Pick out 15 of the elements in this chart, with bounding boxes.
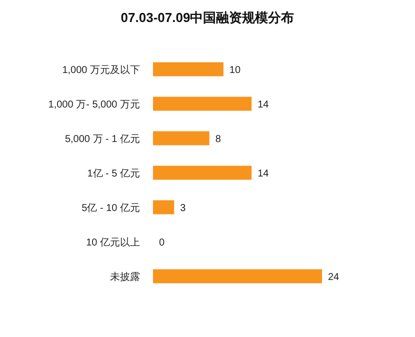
y-tick-label: 10 亿元以上: [86, 236, 140, 248]
y-tick-label: 5亿 - 10 亿元: [82, 202, 140, 214]
data-label: 14: [258, 99, 270, 110]
data-label: 24: [328, 272, 340, 283]
data-label: 14: [258, 168, 270, 180]
data-label: 3: [180, 202, 186, 214]
chart-title: 07.03-07.09中国融资规模分布: [120, 10, 294, 25]
data-label: 10: [229, 64, 241, 76]
data-label: 8: [215, 134, 222, 145]
y-tick-label: 5,000 万 - 1 亿元: [64, 134, 140, 145]
y-tick-label: 1,000 万- 5,000 万元: [48, 99, 140, 110]
y-tick-label: 1亿 - 5 亿元: [87, 168, 140, 180]
y-tick-label: 未披露: [110, 270, 140, 283]
data-label: 0: [159, 237, 165, 248]
y-tick-label: 1,000 万元及以下: [62, 64, 140, 76]
